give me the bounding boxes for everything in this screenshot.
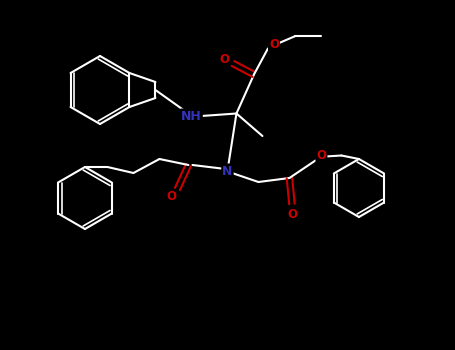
Text: N: N [222,164,233,177]
Text: NH: NH [181,110,202,122]
Text: O: O [287,208,297,220]
Text: O: O [316,149,326,162]
Text: O: O [269,38,279,51]
Text: O: O [167,190,177,203]
Text: O: O [219,53,229,66]
